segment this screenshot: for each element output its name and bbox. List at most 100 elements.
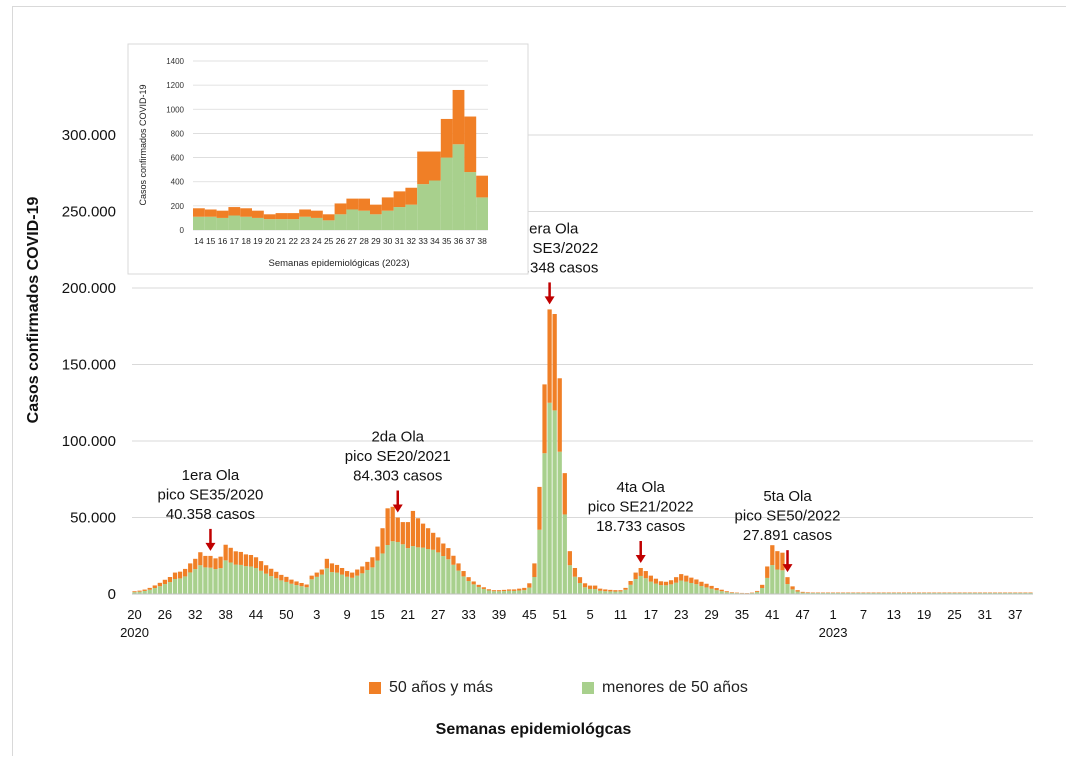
inset-x-tick-label: 14 bbox=[194, 236, 204, 246]
bar-younger bbox=[233, 564, 238, 594]
bar-younger bbox=[800, 592, 805, 594]
bar-older bbox=[679, 574, 684, 581]
main-y-tick-label: 250.000 bbox=[62, 204, 116, 221]
bar-younger bbox=[506, 590, 512, 594]
wave-annotation-line: 84.303 casos bbox=[353, 468, 442, 485]
inset-bar-older bbox=[252, 210, 264, 218]
bar-younger bbox=[684, 581, 689, 594]
bar-younger bbox=[982, 592, 988, 594]
inset-x-tick-label: 28 bbox=[359, 236, 369, 246]
bar-older bbox=[537, 486, 542, 530]
wave-annotation-line: pico SE20/2021 bbox=[345, 448, 451, 465]
bar-younger bbox=[527, 587, 532, 594]
peak-arrowhead bbox=[205, 542, 216, 551]
bar-younger bbox=[183, 576, 188, 594]
bar-younger bbox=[770, 565, 775, 594]
bar-younger bbox=[790, 589, 795, 594]
inset-bar-older bbox=[322, 214, 335, 221]
main-gridlines bbox=[132, 134, 1033, 518]
inset-x-tick-label: 19 bbox=[253, 236, 263, 246]
inset-bar-older bbox=[299, 209, 311, 217]
bar-older bbox=[724, 591, 729, 593]
inset-bar-younger bbox=[263, 219, 276, 230]
bar-younger bbox=[805, 592, 810, 594]
bar-younger bbox=[466, 580, 471, 594]
bar-older bbox=[461, 571, 466, 577]
bar-younger bbox=[820, 592, 826, 594]
bar-older bbox=[770, 545, 775, 566]
inset-x-tick-label: 20 bbox=[265, 236, 275, 246]
inset-x-tick-label: 27 bbox=[348, 236, 358, 246]
bar-younger bbox=[486, 590, 491, 594]
bar-older bbox=[228, 547, 233, 563]
bar-older bbox=[213, 558, 218, 570]
inset-x-tick-label: 23 bbox=[300, 236, 310, 246]
inset-bar-younger bbox=[252, 217, 264, 230]
main-x-tick-label: 9 bbox=[344, 607, 351, 622]
bar-older bbox=[360, 566, 365, 574]
main-x-tick-label: 23 bbox=[674, 607, 688, 622]
inset-x-tick-label: 32 bbox=[407, 236, 417, 246]
legend-swatch-younger bbox=[582, 682, 594, 694]
bar-younger bbox=[451, 564, 456, 594]
bar-younger bbox=[967, 592, 972, 594]
bar-younger bbox=[253, 567, 259, 594]
wave-annotation-line: 2da Ola bbox=[371, 429, 424, 446]
bar-younger bbox=[274, 578, 279, 594]
bar-older bbox=[522, 587, 527, 591]
bar-younger bbox=[719, 591, 724, 594]
inset-bar-older bbox=[476, 175, 488, 198]
bar-older bbox=[355, 569, 360, 576]
bar-older bbox=[506, 589, 512, 591]
inset-bar-younger bbox=[346, 209, 359, 230]
bar-younger bbox=[977, 592, 982, 594]
bar-older bbox=[324, 558, 330, 569]
wave-annotation-line: 27.891 casos bbox=[743, 527, 832, 544]
main-x-tick-label: 13 bbox=[887, 607, 901, 622]
inset-x-tick-label: 30 bbox=[383, 236, 393, 246]
bar-younger bbox=[916, 592, 922, 594]
wave-annotations: 1era Ola pico SE35/2020 40.358 casos 2da Ol… bbox=[157, 220, 840, 573]
bar-older bbox=[218, 556, 223, 569]
bar-older bbox=[466, 577, 471, 581]
bar-younger bbox=[1013, 592, 1018, 594]
inset-bar-older bbox=[440, 118, 453, 158]
bar-younger bbox=[942, 592, 947, 594]
bar-younger bbox=[795, 591, 800, 594]
bar-younger bbox=[162, 584, 168, 594]
bar-younger bbox=[380, 553, 385, 594]
bar-younger bbox=[557, 451, 562, 594]
bar-older bbox=[481, 587, 486, 589]
main-x-tick-label: 3 bbox=[313, 607, 320, 622]
inset-bar-younger bbox=[299, 216, 311, 230]
bar-older bbox=[167, 577, 173, 583]
main-x-tick-label: 33 bbox=[461, 607, 475, 622]
bar-older bbox=[689, 577, 694, 583]
bar-younger bbox=[410, 546, 416, 594]
bar-younger bbox=[279, 580, 284, 594]
bar-younger bbox=[208, 567, 213, 594]
bar-younger bbox=[228, 562, 233, 594]
bar-younger bbox=[835, 592, 841, 594]
bar-younger bbox=[577, 582, 583, 594]
bar-younger bbox=[866, 592, 871, 594]
bar-younger bbox=[623, 589, 628, 594]
bar-older bbox=[269, 568, 274, 577]
inset-bar-older bbox=[204, 209, 217, 217]
peak-arrowhead bbox=[544, 296, 555, 305]
bar-younger bbox=[542, 453, 547, 594]
bar-older bbox=[593, 585, 598, 590]
bar-younger bbox=[248, 566, 254, 594]
bar-younger bbox=[269, 576, 274, 594]
main-y-tick-label: 300.000 bbox=[62, 127, 116, 144]
bar-younger bbox=[674, 582, 679, 594]
bar-older bbox=[547, 309, 552, 403]
bar-older bbox=[415, 518, 421, 548]
bar-older bbox=[274, 571, 279, 579]
bar-younger bbox=[932, 592, 937, 594]
bar-younger bbox=[258, 570, 264, 594]
bar-younger bbox=[593, 589, 598, 594]
bar-younger bbox=[446, 559, 451, 594]
main-x-tick-label: 29 bbox=[704, 607, 718, 622]
bar-older bbox=[709, 585, 714, 589]
